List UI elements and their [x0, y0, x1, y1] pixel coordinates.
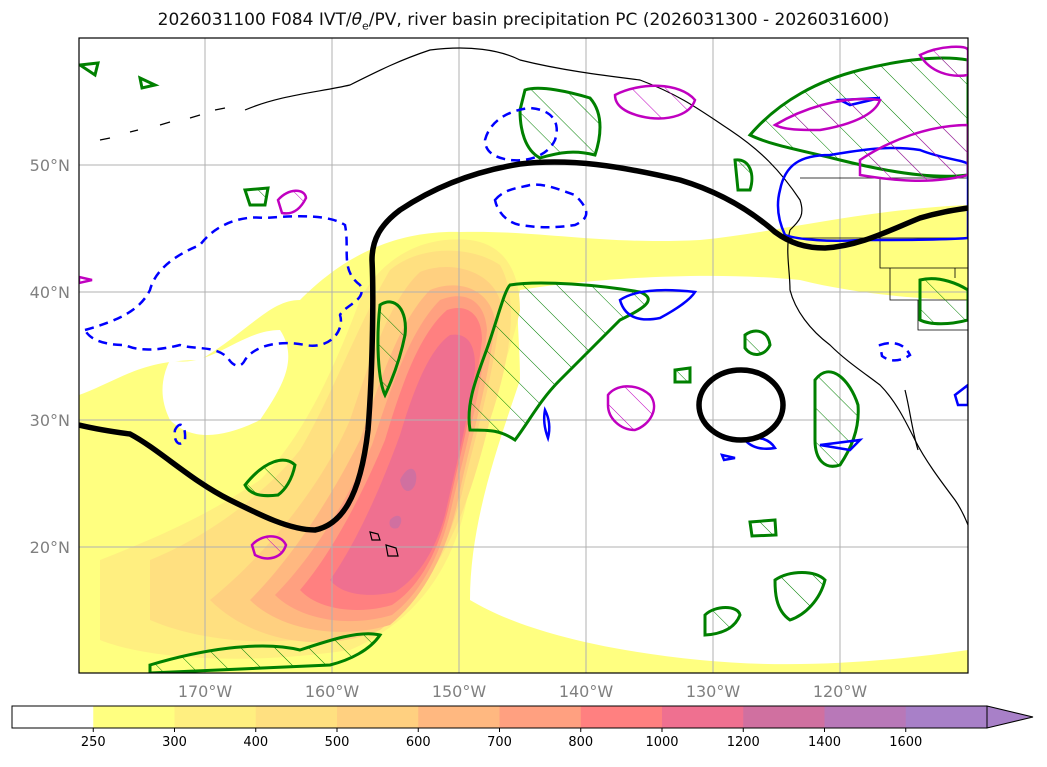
title-prefix: 2026031100 F084 IVT/	[157, 10, 352, 30]
colorbar-segment	[12, 706, 94, 728]
blue-solid-small-3	[953, 383, 968, 407]
colorbar-segment	[743, 706, 825, 728]
pv-contours	[79, 159, 968, 533]
lat-label: 20°N	[30, 538, 70, 557]
colorbar-tick-label: 800	[568, 735, 593, 750]
blue-dashed-west	[83, 215, 363, 367]
blue-solid-ne	[776, 146, 968, 243]
magenta-sw	[250, 535, 288, 560]
blue-dashed-east	[878, 341, 912, 362]
magenta-nw	[613, 84, 697, 120]
pv-main-line	[79, 159, 968, 533]
colorbar-tick-label: 250	[81, 735, 106, 750]
plot-frame	[78, 37, 969, 674]
green-contour-sw3	[703, 606, 742, 637]
blue-dashed-nw	[483, 106, 558, 162]
blue-solid-small-2	[719, 453, 736, 462]
magenta-contours	[79, 45, 968, 560]
lon-label: 170°W	[178, 682, 233, 701]
blue-dashed-north	[493, 183, 588, 229]
lon-label: 160°W	[305, 682, 360, 701]
green-contour-small-2	[673, 366, 692, 384]
us-west-coast	[787, 229, 968, 526]
colorbar-tick-label: 1000	[645, 735, 678, 750]
aleutian-islands	[99, 107, 226, 141]
alaska-coast	[244, 47, 803, 231]
green-contour-small-6	[376, 300, 407, 399]
green-contour-small-8	[137, 75, 160, 90]
coastlines	[99, 47, 968, 557]
blue-solid-se	[819, 438, 864, 452]
colorbar-tick-label: 400	[243, 735, 268, 750]
chart-title: 2026031100 F084 IVT/θe/PV, river basin p…	[0, 10, 1047, 32]
colorbar-segment	[255, 706, 338, 728]
lat-label: 30°N	[30, 411, 70, 430]
ivt-level-1000	[330, 334, 476, 595]
colorbar-tick-label: 700	[487, 735, 512, 750]
colorbar-segment	[662, 706, 744, 728]
colorbar-extend-arrow	[986, 705, 1034, 729]
baja-coast	[904, 389, 919, 451]
ivt-level-1200	[389, 468, 417, 529]
colorbar-tick-label: 500	[325, 735, 350, 750]
title-suffix: /PV, river basin precipitation PC (20260…	[368, 10, 890, 30]
green-contour-west	[243, 458, 297, 498]
longitude-labels: 170°W 160°W 150°W 140°W 130°W 120°W	[178, 682, 868, 701]
colorbar-segment	[580, 706, 663, 728]
magenta-west	[276, 189, 308, 215]
lon-label: 120°W	[813, 682, 868, 701]
title-theta: θ	[351, 10, 362, 30]
state-borders	[790, 177, 968, 331]
green-contour-small-4	[79, 61, 100, 78]
colorbar-segment	[499, 706, 582, 728]
lat-label: 40°N	[30, 283, 70, 302]
green-contour-sw	[148, 632, 383, 673]
colorbar-segment	[174, 706, 257, 728]
ivt-level-250-clear-east	[470, 275, 968, 665]
colorbar-tick-label: 1200	[727, 735, 760, 750]
hawaii-islands	[369, 531, 399, 557]
latitude-labels: 50°N 40°N 30°N 20°N	[30, 156, 70, 557]
green-contour-small-3	[748, 518, 778, 538]
colorbar-tick-label: 600	[406, 735, 431, 750]
green-contour-small-7	[733, 158, 754, 192]
green-contour-small-5	[242, 186, 270, 207]
colorbar: 250 300 400 500 600 700 800 1000 1200 1400 1600	[11, 705, 1034, 750]
pv-closed-loop	[696, 367, 786, 443]
ivt-level-250-clear	[162, 330, 289, 435]
map-layers	[79, 38, 968, 673]
lon-label: 150°W	[432, 682, 487, 701]
colorbar-segment	[905, 706, 988, 728]
green-contour-east	[918, 277, 968, 326]
green-contour-sw2	[773, 571, 827, 622]
lon-label: 130°W	[686, 682, 741, 701]
magenta-edge	[79, 275, 93, 285]
magenta-ne-1	[772, 97, 882, 132]
green-contour-small-1	[743, 329, 772, 356]
colorbar-segment	[93, 706, 175, 728]
colorbar-tick-label: 1400	[808, 735, 841, 750]
colorbar-segment	[418, 706, 500, 728]
colorbar-tick-label: 1600	[889, 735, 922, 750]
colorbar-tick-label: 300	[162, 735, 187, 750]
blue-dashed-small	[173, 423, 187, 445]
title-theta-sub: e	[362, 19, 369, 33]
lon-label: 140°W	[559, 682, 614, 701]
blue-solid-central	[618, 288, 698, 321]
colorbar-segment	[337, 706, 419, 728]
blue-dashed-contours	[83, 106, 912, 445]
magenta-ne-2	[918, 45, 968, 77]
blue-solid-small-1	[542, 406, 551, 443]
magenta-ne-3	[858, 123, 968, 182]
magenta-central	[606, 385, 656, 432]
lat-label: 50°N	[30, 156, 70, 175]
green-contour-north	[518, 86, 602, 160]
colorbar-segment	[824, 706, 907, 728]
